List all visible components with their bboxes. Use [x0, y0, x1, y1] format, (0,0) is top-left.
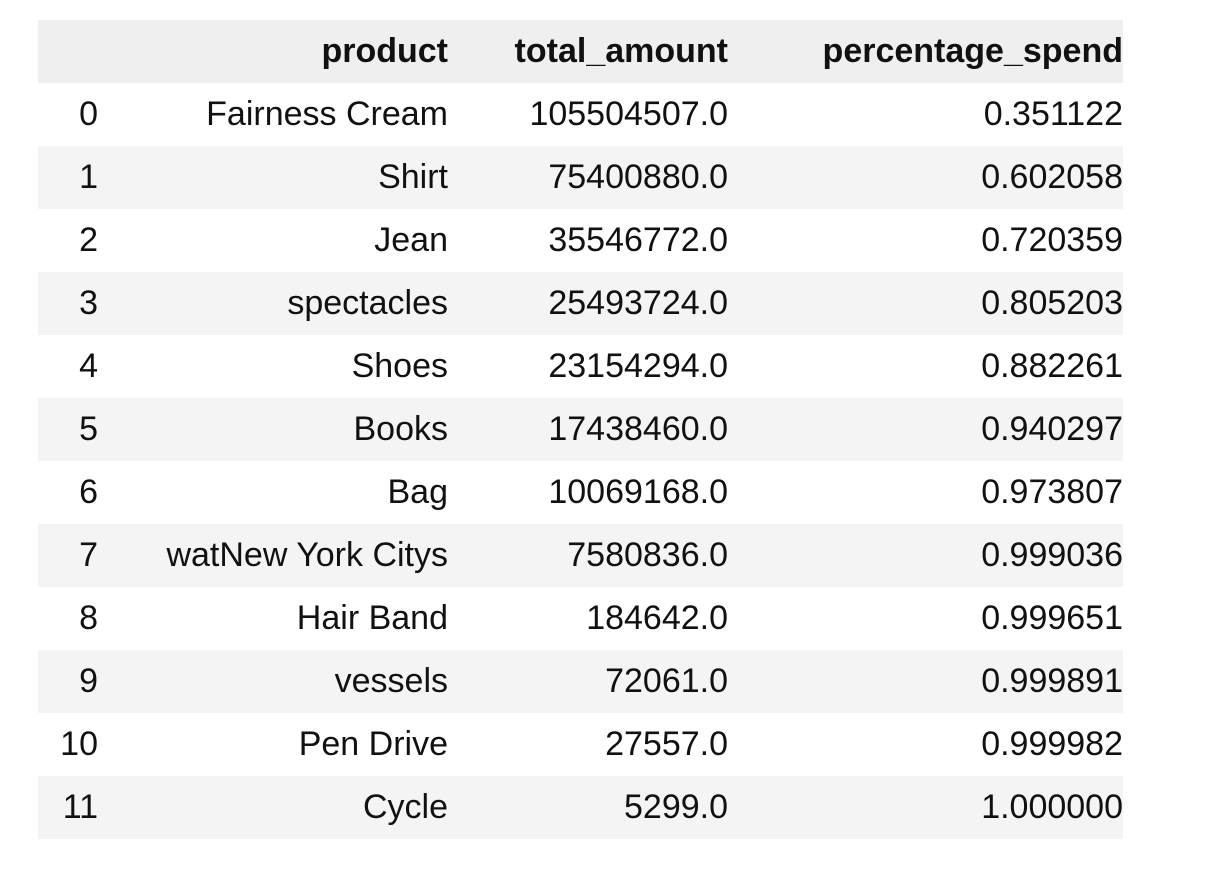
- cell-percentage-spend: 0.351122: [983, 95, 1123, 133]
- cell-percentage-spend: 0.999891: [981, 662, 1123, 700]
- table-row: 9 vessels 72061.0 0.999891: [38, 650, 1123, 713]
- cell-total-amount: 35546772.0: [548, 221, 728, 259]
- column-header-percentage-spend: percentage_spend: [822, 32, 1123, 70]
- index-header: [38, 20, 98, 83]
- cell-total-amount: 25493724.0: [548, 284, 728, 322]
- cell-product: vessels: [334, 662, 448, 700]
- table-row: 0 Fairness Cream 105504507.0 0.351122: [38, 83, 1123, 146]
- column-header-product: product: [321, 32, 448, 70]
- cell-percentage-spend: 0.973807: [981, 473, 1123, 511]
- row-index: 11: [62, 788, 98, 826]
- row-index: 6: [79, 473, 98, 511]
- cell-total-amount: 27557.0: [605, 725, 728, 763]
- cell-product: Jean: [374, 221, 448, 259]
- table-body: 0 Fairness Cream 105504507.0 0.351122 1 Shirt…: [38, 83, 1123, 839]
- dataframe-output: product total_amount percentage_spend 0 F…: [38, 20, 1123, 839]
- cell-total-amount: 7580836.0: [567, 536, 728, 574]
- row-index: 5: [79, 410, 98, 448]
- table-row: 11 Cycle 5299.0 1.000000: [38, 776, 1123, 839]
- row-index: 7: [79, 536, 98, 574]
- cell-product: spectacles: [287, 284, 448, 322]
- table-header-row: product total_amount percentage_spend: [38, 20, 1123, 83]
- row-index: 9: [79, 662, 98, 700]
- cell-percentage-spend: 0.940297: [981, 410, 1123, 448]
- cell-product: watNew York Citys: [166, 536, 448, 574]
- row-index: 0: [79, 95, 98, 133]
- cell-product: Hair Band: [296, 599, 448, 637]
- cell-percentage-spend: 0.720359: [981, 221, 1123, 259]
- row-index: 1: [79, 158, 98, 196]
- table-row: 2 Jean 35546772.0 0.720359: [38, 209, 1123, 272]
- cell-total-amount: 75400880.0: [548, 158, 728, 196]
- cell-product: Pen Drive: [298, 725, 448, 763]
- row-index: 2: [79, 221, 98, 259]
- row-index: 8: [79, 599, 98, 637]
- cell-total-amount: 184642.0: [586, 599, 728, 637]
- table-row: 3 spectacles 25493724.0 0.805203: [38, 272, 1123, 335]
- cell-total-amount: 105504507.0: [529, 95, 728, 133]
- row-index: 10: [60, 725, 98, 763]
- cell-product: Fairness Cream: [206, 95, 448, 133]
- row-index: 3: [79, 284, 98, 322]
- dataframe-table: product total_amount percentage_spend 0 F…: [38, 20, 1123, 839]
- cell-total-amount: 72061.0: [605, 662, 728, 700]
- table-row: 6 Bag 10069168.0 0.973807: [38, 461, 1123, 524]
- cell-product: Cycle: [362, 788, 448, 826]
- cell-total-amount: 23154294.0: [548, 347, 728, 385]
- table-row: 8 Hair Band 184642.0 0.999651: [38, 587, 1123, 650]
- table-row: 7 watNew York Citys 7580836.0 0.999036: [38, 524, 1123, 587]
- table-row: 4 Shoes 23154294.0 0.882261: [38, 335, 1123, 398]
- cell-percentage-spend: 0.999982: [981, 725, 1123, 763]
- cell-percentage-spend: 0.999651: [981, 599, 1123, 637]
- table-row: 5 Books 17438460.0 0.940297: [38, 398, 1123, 461]
- cell-product: Books: [353, 410, 449, 448]
- cell-percentage-spend: 0.602058: [981, 158, 1123, 196]
- table-row: 10 Pen Drive 27557.0 0.999982: [38, 713, 1123, 776]
- cell-percentage-spend: 0.882261: [981, 347, 1123, 385]
- row-index: 4: [79, 347, 98, 385]
- cell-product: Shoes: [351, 347, 448, 385]
- cell-total-amount: 17438460.0: [548, 410, 728, 448]
- cell-percentage-spend: 0.999036: [981, 536, 1123, 574]
- table-row: 1 Shirt 75400880.0 0.602058: [38, 146, 1123, 209]
- cell-product: Shirt: [378, 158, 448, 196]
- column-header-total-amount: total_amount: [514, 32, 728, 70]
- cell-product: Bag: [387, 473, 449, 511]
- cell-percentage-spend: 0.805203: [981, 284, 1123, 322]
- cell-percentage-spend: 1.000000: [981, 788, 1123, 826]
- cell-total-amount: 10069168.0: [548, 473, 728, 511]
- cell-total-amount: 5299.0: [624, 788, 728, 826]
